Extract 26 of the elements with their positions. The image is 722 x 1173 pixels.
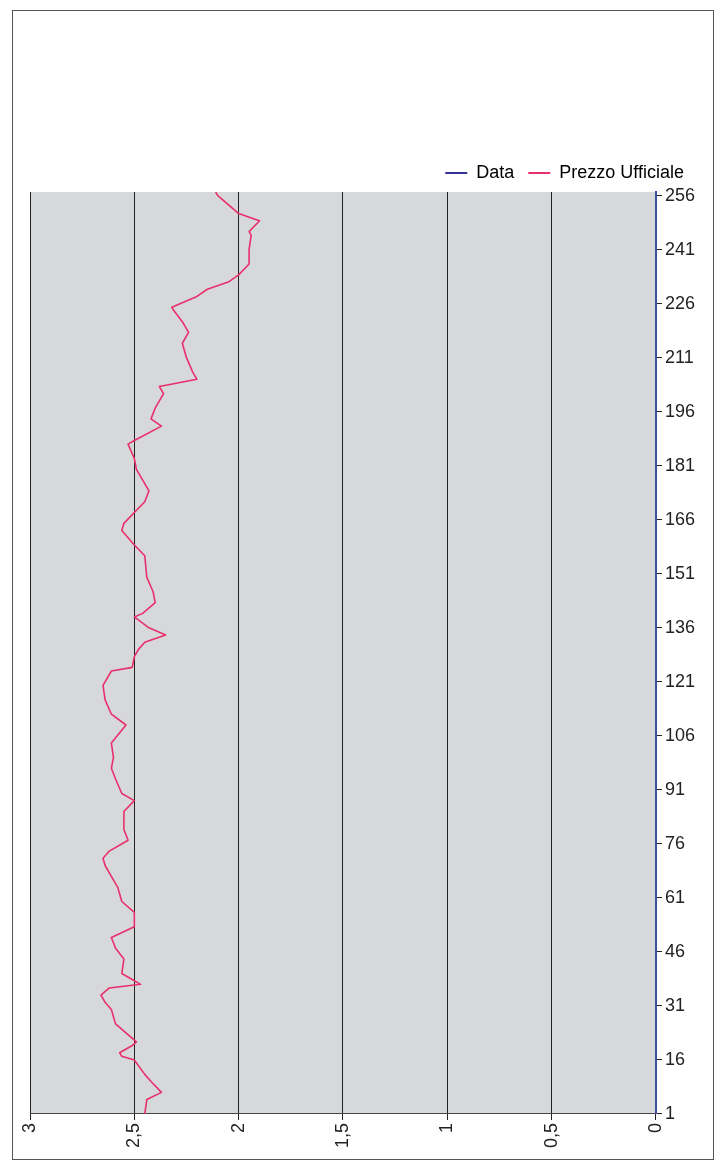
x-tick-label: 0 (644, 1122, 665, 1133)
y-tick-label: 256 (664, 184, 696, 205)
y-tick-label: 151 (664, 562, 696, 583)
y-tick-label: 16 (664, 1048, 685, 1069)
x-tick-label: 1 (436, 1122, 457, 1133)
y-tick-label: 166 (664, 508, 696, 529)
x-tick-label: 3 (18, 1122, 39, 1133)
x-tick-label: 0,5 (540, 1122, 561, 1149)
y-tick-label: 31 (664, 994, 685, 1015)
y-tick-label: 46 (664, 940, 685, 961)
x-tick-label: 2 (227, 1122, 248, 1133)
x-tick-label: 2,5 (123, 1122, 144, 1149)
y-tick-label: 61 (664, 886, 685, 907)
legend-label: Data (476, 161, 516, 182)
y-tick-label: 76 (664, 832, 685, 853)
y-tick-label: 91 (664, 778, 685, 799)
x-tick-label: 1,5 (331, 1122, 352, 1149)
y-tick-label: 241 (664, 238, 696, 259)
y-tick-label: 106 (664, 724, 696, 745)
y-tick-label: 136 (664, 616, 696, 637)
legend-label: Prezzo Ufficiale (559, 161, 684, 182)
y-tick-label: 196 (664, 400, 696, 421)
y-tick-label: 211 (664, 346, 694, 367)
y-tick-label: 121 (664, 670, 696, 691)
y-tick-label: 181 (664, 454, 696, 475)
y-tick-label: 226 (664, 292, 696, 313)
